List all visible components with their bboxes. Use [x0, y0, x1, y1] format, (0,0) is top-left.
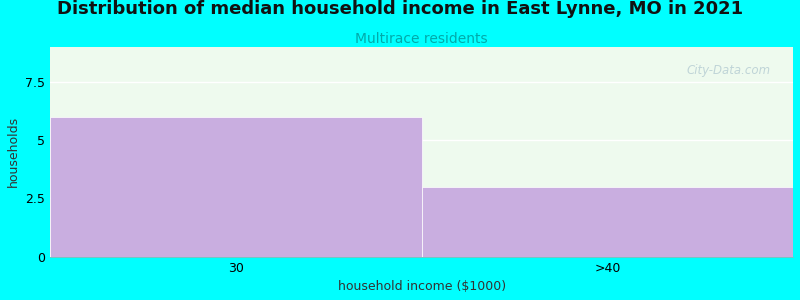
Title: Multirace residents: Multirace residents	[355, 32, 488, 46]
Text: City-Data.com: City-Data.com	[686, 64, 770, 77]
Y-axis label: households: households	[7, 116, 20, 188]
Text: Distribution of median household income in East Lynne, MO in 2021: Distribution of median household income …	[57, 0, 743, 18]
X-axis label: household income ($1000): household income ($1000)	[338, 280, 506, 293]
Bar	[422, 187, 793, 256]
Bar	[50, 117, 422, 256]
